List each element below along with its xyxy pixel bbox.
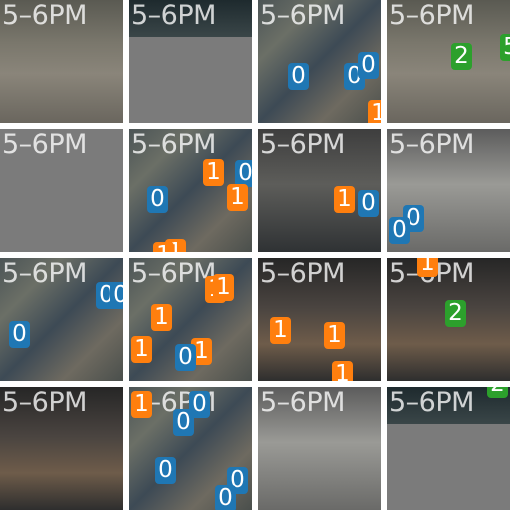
count-marker: 0 [235, 160, 252, 187]
tile[interactable]: 5–6PM [258, 387, 381, 510]
tile[interactable]: 5–6PM 0 0 0 1 [258, 0, 381, 123]
tile[interactable]: 5–6PM 1 2 [387, 258, 510, 381]
count-marker: 1 [324, 322, 345, 349]
tile[interactable]: 5–6PM [129, 0, 252, 123]
count-marker: 5 [500, 34, 510, 61]
tile[interactable]: 5–6PM 1 0 0 0 0 0 [129, 387, 252, 510]
tile[interactable]: 5–6PM 2 5 [387, 0, 510, 123]
tile-time-label: 5–6PM [2, 0, 87, 31]
tile-time-label: 5–6PM [260, 258, 345, 289]
tile-image [387, 387, 510, 510]
tile[interactable]: 5–6PM 1 0 [258, 129, 381, 252]
tile[interactable]: 5–6PM 1 1 1 1 0 1 [129, 258, 252, 381]
tile-image [0, 258, 123, 381]
count-marker: 1 [270, 317, 291, 344]
count-marker: 1 [213, 274, 234, 301]
tile-time-label: 5–6PM [389, 387, 474, 418]
tile-time-label: 5–6PM [260, 129, 345, 160]
tile-time-label: 5–6PM [131, 129, 216, 160]
tile-time-label: 5–6PM [260, 387, 345, 418]
count-marker: 2 [487, 387, 508, 398]
tile[interactable]: 5–6PM 0 0 [387, 129, 510, 252]
tile-image [387, 0, 510, 123]
count-marker: 0 [215, 485, 236, 510]
tile-image [258, 387, 381, 510]
count-marker: 0 [288, 63, 309, 90]
tile-time-label: 5–6PM [131, 0, 216, 31]
count-marker: 0 [389, 217, 410, 244]
tile-time-label: 5–6PM [2, 129, 87, 160]
count-marker: 0 [175, 344, 196, 371]
count-marker: 0 [358, 52, 379, 79]
tile[interactable]: 5–6PM [0, 387, 123, 510]
count-marker: 1 [153, 242, 174, 252]
count-marker: 1 [227, 184, 248, 211]
count-marker: 1 [191, 338, 212, 365]
tile[interactable]: 5–6PM 1 0 0 1 1 1 [129, 129, 252, 252]
tile[interactable]: 5–6PM 0 0 0 [0, 258, 123, 381]
count-marker: 2 [445, 300, 466, 327]
tile-time-label: 5–6PM [389, 0, 474, 31]
count-marker: 0 [155, 457, 176, 484]
tile[interactable]: 5–6PM [0, 129, 123, 252]
tile-time-label: 5–6PM [131, 258, 216, 289]
count-marker: 0 [173, 409, 194, 436]
count-marker: 0 [110, 282, 123, 309]
count-marker: 0 [9, 321, 30, 348]
tile-time-label: 5–6PM [389, 129, 474, 160]
tile-time-label: 5–6PM [2, 387, 87, 418]
count-marker: 0 [147, 186, 168, 213]
count-marker: 1 [417, 258, 438, 277]
count-marker: 1 [131, 391, 152, 418]
count-marker: 1 [203, 159, 224, 186]
tile-image [0, 387, 123, 510]
count-marker: 1 [151, 304, 172, 331]
tile[interactable]: 5–6PM 1 1 1 [258, 258, 381, 381]
count-marker: 2 [451, 43, 472, 70]
tile-time-label: 5–6PM [260, 0, 345, 31]
count-marker: 1 [131, 336, 152, 363]
tile-image [0, 129, 123, 252]
tile-image [0, 0, 123, 123]
count-marker: 0 [358, 190, 379, 217]
count-marker: 1 [334, 186, 355, 213]
count-marker: 1 [332, 361, 353, 381]
tile[interactable]: 5–6PM [0, 0, 123, 123]
tile-time-label: 5–6PM [2, 258, 87, 289]
count-marker: 0 [189, 391, 210, 418]
count-marker: 1 [368, 100, 381, 123]
tile[interactable]: 5–6PM 2 [387, 387, 510, 510]
tile-image [129, 0, 252, 123]
